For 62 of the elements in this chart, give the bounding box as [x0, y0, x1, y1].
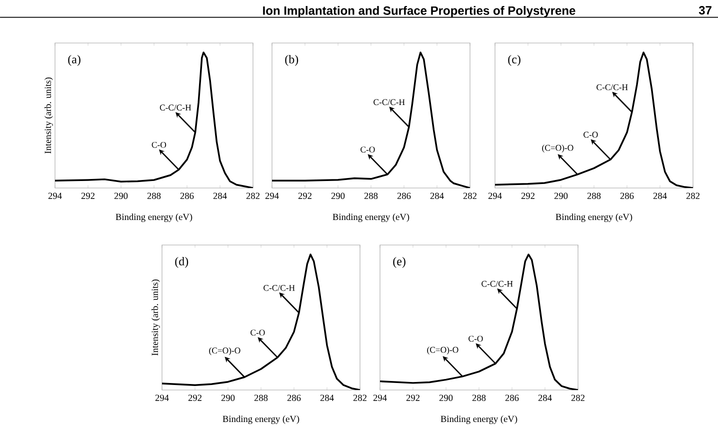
- chart-title: (a): [68, 54, 80, 66]
- annotation: C-O: [360, 146, 375, 153]
- chart-title: (b): [285, 54, 298, 66]
- x-tick-label: 294: [155, 394, 169, 401]
- x-tick-label: 290: [114, 192, 128, 199]
- x-axis-title: Binding energy (eV): [222, 415, 300, 424]
- x-tick-label: 282: [353, 394, 366, 401]
- annotation: C-O: [250, 330, 265, 336]
- x-tick-label: 294: [373, 394, 387, 401]
- x-tick-label: 292: [81, 192, 94, 199]
- y-axis-title: Intensity (arb. units): [151, 280, 160, 356]
- x-tick-label: 290: [221, 394, 235, 401]
- text: 37: [698, 6, 712, 15]
- x-axis-title: Binding energy (eV): [440, 415, 518, 424]
- annotation: (C=O)-O: [542, 144, 574, 153]
- annotation: C-C/C-H: [374, 99, 405, 106]
- chart-title: (c): [508, 54, 520, 66]
- annotation: C-O: [584, 132, 598, 138]
- x-tick-label: 288: [364, 192, 378, 199]
- x-tick-label: 286: [180, 192, 194, 199]
- x-axis-title: Binding energy (eV): [116, 213, 192, 222]
- x-tick-label: 288: [587, 192, 601, 199]
- x-tick-label: 288: [254, 394, 268, 401]
- x-tick-label: 290: [331, 192, 345, 199]
- x-tick-label: 284: [320, 394, 334, 401]
- x-axis-title: Binding energy (eV): [556, 213, 632, 222]
- x-tick-label: 282: [246, 192, 260, 199]
- y-axis-title: Intensity (arb. units): [44, 78, 53, 154]
- x-tick-label: 292: [521, 192, 534, 199]
- x-tick-label: 286: [397, 192, 411, 199]
- annotation: C-C/C-H: [596, 84, 628, 90]
- x-tick-label: 288: [472, 394, 486, 401]
- annotation: C-O: [152, 142, 166, 148]
- chart-title: (e): [393, 256, 406, 268]
- x-tick-label: 284: [213, 192, 227, 199]
- x-tick-label: 286: [505, 394, 519, 401]
- x-tick-label: 292: [188, 394, 202, 401]
- annotation: C-C/C-H: [264, 285, 295, 291]
- annotation: C-C/C-H: [160, 104, 192, 110]
- x-tick-label: 286: [620, 192, 634, 199]
- x-tick-label: 284: [430, 192, 444, 199]
- x-tick-label: 282: [571, 394, 584, 401]
- x-tick-label: 292: [406, 394, 420, 401]
- x-tick-label: 290: [554, 192, 568, 199]
- annotation: C-C/C-H: [482, 280, 513, 287]
- x-tick-label: 282: [463, 192, 476, 199]
- x-tick-label: 284: [538, 394, 552, 401]
- x-tick-label: 282: [686, 192, 700, 199]
- x-tick-label: 286: [287, 394, 301, 401]
- x-tick-label: 290: [439, 394, 453, 401]
- text: Ion Implantation and Surface Properties of Polystyrene: [263, 6, 576, 18]
- x-tick-label: 284: [653, 192, 667, 199]
- x-tick-label: 292: [298, 192, 312, 199]
- x-tick-label: 294: [265, 192, 279, 199]
- annotation: (C=O)-O: [427, 346, 458, 354]
- x-tick-label: 288: [147, 192, 161, 199]
- chart-title: (d): [175, 256, 188, 268]
- x-axis-title: Binding energy (eV): [332, 213, 410, 222]
- x-tick-label: 294: [48, 192, 62, 199]
- annotation: C-O: [468, 336, 483, 342]
- annotation: (C=O)-O: [209, 347, 240, 356]
- x-tick-label: 294: [488, 192, 502, 199]
